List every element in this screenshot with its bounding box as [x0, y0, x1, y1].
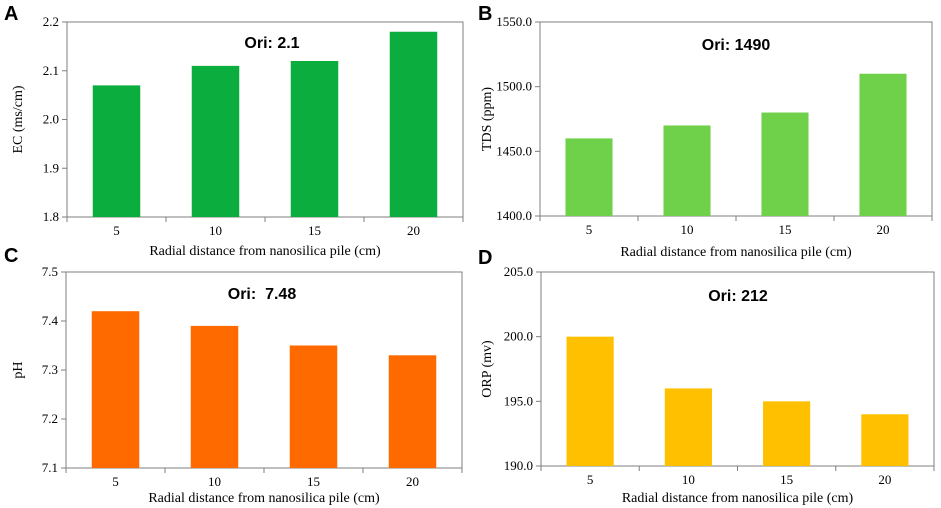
x-tick-label: 20	[407, 223, 420, 238]
x-axis-label: Radial distance from nanosilica pile (cm…	[148, 491, 380, 506]
y-tick-label: 1500.0	[496, 79, 532, 94]
y-tick-label: 7.5	[42, 264, 58, 279]
y-tick-label: 7.1	[42, 460, 58, 475]
bar-10	[190, 325, 239, 468]
y-tick-label: 200.0	[504, 329, 533, 344]
chart-panel-b: 1400.0 1450.0 1500.0 1550.0 5 10 15 20 Ori: 1490…	[478, 3, 933, 260]
panel-letter: B	[478, 3, 492, 25]
bar-10	[664, 388, 712, 466]
chart-panel-c: 7.1 7.2 7.3 7.4 7.5 5 10 15 20 Ori: 7.48 Radial di…	[4, 245, 463, 506]
x-axis-label: Radial distance from nanosilica pile (cm…	[620, 245, 852, 260]
y-tick-label: 1.8	[43, 209, 59, 224]
y-tick-label: 2.2	[43, 14, 59, 29]
original-value-annotation: Ori: 7.48	[228, 286, 297, 303]
x-axis-label: Radial distance from nanosilica pile (cm…	[622, 491, 854, 506]
x-tick-label: 20	[877, 222, 890, 237]
chart-panel-d: 190.0 195.0 200.0 205.0 5 10 15 20 Ori: 212 Radia…	[478, 247, 935, 506]
bar-5	[566, 336, 614, 466]
panel-letter: D	[478, 247, 492, 269]
bar-15	[289, 345, 338, 468]
bar-15	[761, 112, 809, 216]
y-tick-label: 1550.0	[496, 14, 532, 29]
y-tick-label: 7.3	[42, 362, 58, 377]
original-value-annotation: Ori: 1490	[702, 37, 771, 54]
x-tick-label: 10	[682, 472, 695, 487]
bar-5	[565, 138, 613, 216]
y-tick-label: 190.0	[504, 458, 533, 473]
bar-20	[861, 414, 909, 466]
y-tick-label: 2.1	[43, 63, 59, 78]
original-value-annotation: Ori: 2.1	[244, 35, 299, 52]
bar-5	[91, 311, 140, 468]
x-tick-label: 5	[113, 223, 120, 238]
bar-15	[290, 61, 339, 217]
bar-20	[389, 31, 438, 217]
x-tick-label: 10	[681, 222, 694, 237]
bar-10	[663, 125, 711, 216]
y-tick-label: 195.0	[504, 393, 533, 408]
bar-5	[92, 85, 141, 217]
x-tick-label: 5	[586, 222, 593, 237]
y-tick-label: 1450.0	[496, 143, 532, 158]
x-tick-label: 10	[209, 223, 222, 238]
panel-letter: C	[4, 245, 18, 267]
x-tick-label: 5	[112, 474, 119, 489]
bar-15	[763, 401, 811, 466]
y-tick-label: 7.4	[42, 313, 59, 328]
x-tick-label: 5	[587, 472, 594, 487]
x-tick-label: 15	[780, 472, 793, 487]
bar-20	[859, 73, 907, 216]
y-tick-label: 1.9	[43, 160, 59, 175]
y-axis-label: EC (ms/cm)	[11, 85, 26, 153]
chart-panel-a: 1.8 1.9 2.0 2.1 2.2 5 10 15 20 Ori: 2.1 Radial dis…	[4, 3, 464, 259]
original-value-annotation: Ori: 212	[708, 288, 768, 305]
x-tick-label: 15	[779, 222, 792, 237]
x-tick-label: 20	[406, 474, 419, 489]
x-tick-label: 20	[878, 472, 891, 487]
y-axis-label: TDS (ppm)	[480, 87, 495, 152]
y-axis-label: pH	[11, 361, 26, 378]
y-tick-label: 2.0	[43, 112, 59, 127]
y-tick-label: 7.2	[42, 411, 58, 426]
bar-10	[191, 65, 240, 217]
x-tick-label: 10	[208, 474, 221, 489]
panel-letter: A	[4, 3, 18, 25]
bar-20	[388, 355, 437, 468]
y-tick-label: 205.0	[504, 264, 533, 279]
y-axis-label: ORP (mv)	[480, 340, 495, 398]
x-axis-label: Radial distance from nanosilica pile (cm…	[149, 244, 381, 259]
x-tick-label: 15	[308, 223, 321, 238]
y-tick-label: 1400.0	[496, 208, 532, 223]
x-tick-label: 15	[307, 474, 320, 489]
